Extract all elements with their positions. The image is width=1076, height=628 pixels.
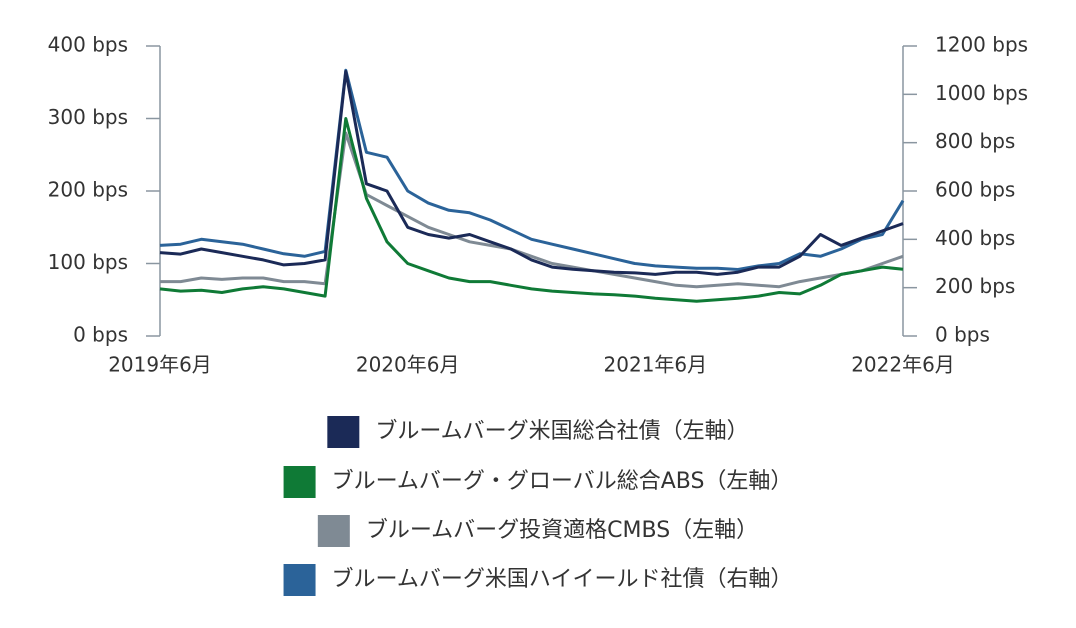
y2-tick-label: 1200 bps [935, 33, 1028, 57]
y-tick-label: 300 bps [48, 105, 128, 129]
y-tick-label: 200 bps [48, 178, 128, 202]
legend-swatch [317, 515, 350, 547]
x-tick-label: 2022年6月 [851, 353, 955, 377]
series-line [160, 131, 904, 289]
y-tick-label: 0 bps [73, 323, 128, 347]
y-tick-label: 400 bps [48, 33, 128, 57]
x-tick-label: 2019年6月 [108, 353, 212, 377]
y2-tick-label: 1000 bps [935, 81, 1028, 105]
legend-label: ブルームバーグ・グローバル総合ABS（左軸） [332, 469, 793, 494]
legend-label: ブルームバーグ米国ハイイールド社債（右軸） [332, 567, 793, 592]
x-tick-label: 2020年6月 [356, 353, 460, 377]
series-line [159, 68, 905, 271]
legend-label: ブルームバーグ米国総合社債（左軸） [375, 419, 748, 444]
legend-swatch [327, 416, 360, 448]
y2-tick-label: 400 bps [935, 226, 1015, 250]
y2-tick-label: 0 bps [935, 323, 990, 347]
y2-tick-label: 200 bps [935, 274, 1015, 298]
y2-tick-label: 600 bps [935, 178, 1015, 202]
legend-swatch [283, 564, 316, 596]
legend-swatch [283, 466, 316, 498]
y-tick-label: 100 bps [48, 250, 128, 274]
series-line [159, 69, 904, 276]
series-line [159, 117, 904, 303]
x-tick-label: 2021年6月 [604, 353, 708, 377]
legend-label: ブルームバーグ投資適格CMBS（左軸） [366, 518, 758, 543]
y2-tick-label: 800 bps [935, 129, 1015, 153]
